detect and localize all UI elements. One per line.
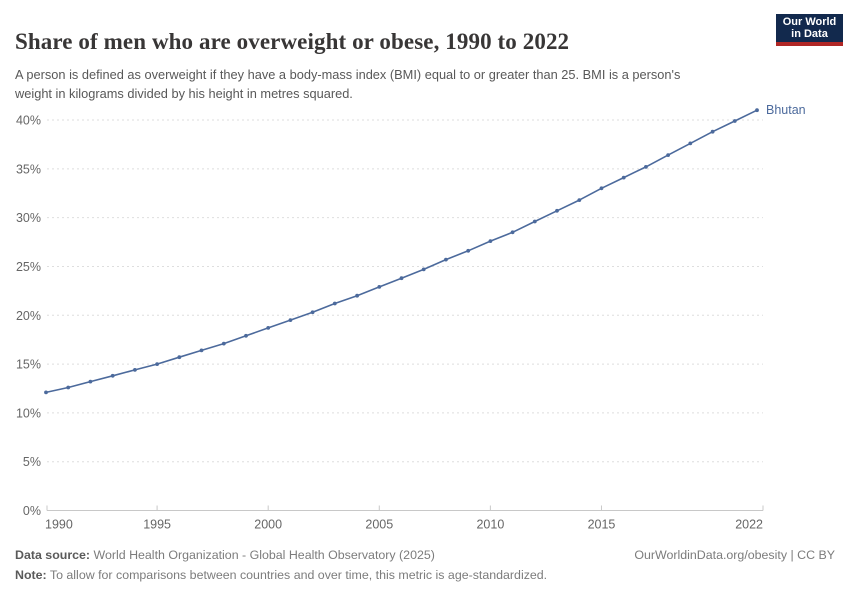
- data-point-marker[interactable]: [266, 326, 271, 330]
- x-axis-tick-label: 2005: [365, 518, 393, 532]
- data-source-line: Data source: World Health Organization -…: [15, 545, 435, 565]
- data-point-marker[interactable]: [155, 362, 160, 366]
- data-point-marker[interactable]: [466, 248, 471, 253]
- data-point-marker[interactable]: [310, 310, 315, 315]
- y-axis-tick-label: 35%: [16, 162, 41, 176]
- data-point-marker[interactable]: [755, 108, 759, 113]
- owid-url-link[interactable]: OurWorldinData.org/obesity | CC BY: [634, 548, 835, 562]
- data-point-marker[interactable]: [488, 239, 493, 244]
- data-point-marker[interactable]: [621, 175, 626, 180]
- data-point-marker[interactable]: [666, 153, 670, 158]
- data-point-marker[interactable]: [221, 341, 226, 346]
- page-title: Share of men who are overweight or obese…: [15, 29, 570, 55]
- x-axis-tick-label: 1990: [45, 518, 73, 532]
- data-point-marker[interactable]: [244, 333, 248, 338]
- data-point-marker[interactable]: [399, 276, 404, 281]
- owid-logo-line1: Our World: [782, 15, 837, 28]
- data-point-marker[interactable]: [532, 219, 537, 224]
- data-point-marker[interactable]: [377, 285, 382, 289]
- data-point-marker[interactable]: [444, 257, 448, 262]
- x-axis-tick-label: 2022: [735, 518, 763, 532]
- chart-footer: Data source: World Health Organization -…: [15, 545, 835, 585]
- data-point-marker[interactable]: [288, 318, 293, 322]
- y-axis-tick-label: 0%: [23, 504, 41, 518]
- x-axis-tick-label: 1995: [143, 518, 171, 532]
- data-point-marker[interactable]: [110, 373, 115, 378]
- data-point-marker[interactable]: [510, 230, 515, 235]
- y-axis-tick-label: 5%: [23, 455, 41, 469]
- y-axis-tick-label: 40%: [16, 114, 41, 128]
- data-point-marker[interactable]: [177, 355, 182, 360]
- x-axis-tick-label: 2015: [588, 518, 616, 532]
- series-end-label[interactable]: Bhutan: [766, 102, 806, 117]
- data-point-marker[interactable]: [577, 198, 582, 203]
- data-source-text: World Health Organization - Global Healt…: [90, 548, 435, 562]
- x-axis-tick-label: 2000: [254, 518, 282, 532]
- note-text: To allow for comparisons between countri…: [46, 568, 548, 582]
- data-point-marker[interactable]: [199, 348, 204, 353]
- data-point-marker[interactable]: [88, 379, 93, 384]
- data-point-marker[interactable]: [644, 165, 648, 169]
- note-line: Note: To allow for comparisons between c…: [15, 568, 547, 582]
- data-point-marker[interactable]: [332, 301, 337, 306]
- y-axis-tick-label: 20%: [16, 309, 41, 323]
- data-point-marker[interactable]: [688, 141, 693, 146]
- x-axis-tick-label: 2010: [476, 518, 504, 532]
- data-point-marker[interactable]: [355, 293, 359, 298]
- note-label: Note:: [15, 568, 47, 582]
- y-axis-tick-label: 30%: [16, 211, 41, 225]
- series-line-bhutan[interactable]: [45, 109, 758, 394]
- y-axis-tick-label: 25%: [16, 260, 41, 274]
- y-axis-tick-label: 10%: [16, 406, 41, 420]
- data-point-marker[interactable]: [44, 390, 48, 395]
- chart-subtitle: A person is defined as overweight if the…: [15, 66, 681, 101]
- data-point-marker[interactable]: [710, 129, 715, 134]
- owid-logo-line2: in Data: [791, 28, 828, 40]
- data-point-marker[interactable]: [133, 368, 137, 372]
- data-point-marker[interactable]: [732, 119, 737, 123]
- data-point-marker[interactable]: [66, 385, 71, 390]
- owid-logo[interactable]: Our World in Data: [776, 14, 843, 46]
- data-source-label: Data source:: [15, 548, 91, 562]
- data-point-marker[interactable]: [421, 267, 426, 272]
- data-point-marker[interactable]: [599, 186, 604, 191]
- data-point-marker[interactable]: [555, 208, 559, 213]
- y-axis-tick-label: 15%: [16, 358, 41, 372]
